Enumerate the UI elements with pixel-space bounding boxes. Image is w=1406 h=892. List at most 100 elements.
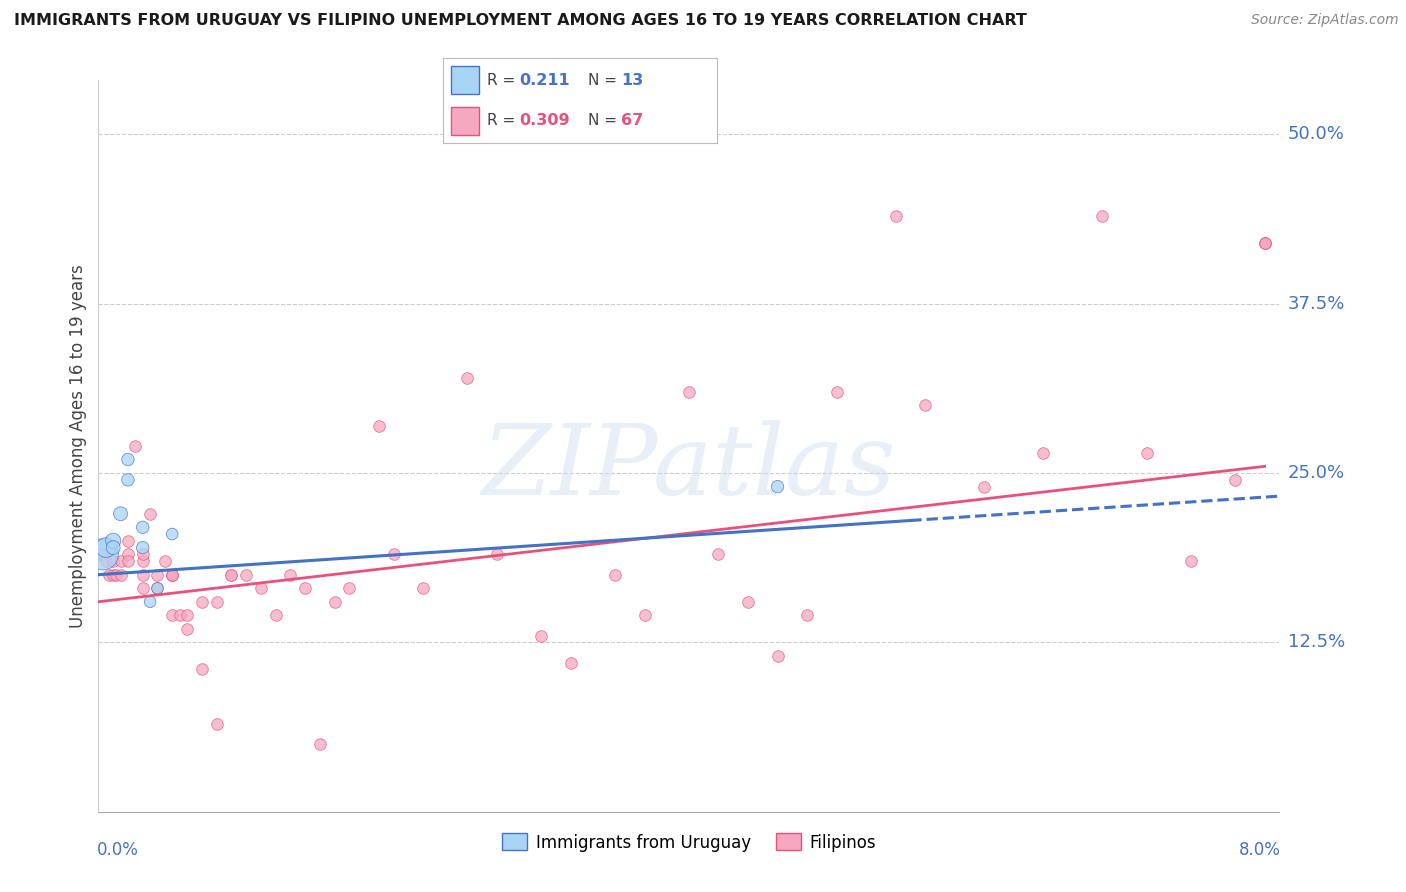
Point <box>796 608 818 623</box>
Text: 0.211: 0.211 <box>520 72 571 87</box>
Point <box>162 567 183 582</box>
Point <box>560 656 582 670</box>
Point <box>91 547 114 561</box>
Point <box>117 533 139 548</box>
Point <box>1180 554 1202 568</box>
Point <box>132 541 155 555</box>
Point <box>162 567 183 582</box>
Point <box>1032 446 1054 460</box>
Text: R =: R = <box>486 72 520 87</box>
Point <box>110 554 132 568</box>
Text: ZIPatlas: ZIPatlas <box>482 420 896 516</box>
Point <box>162 608 183 623</box>
Point <box>766 648 789 663</box>
Text: 0.0%: 0.0% <box>97 841 139 859</box>
Text: 8.0%: 8.0% <box>1239 841 1281 859</box>
Point <box>146 581 169 595</box>
Point <box>264 608 287 623</box>
Point <box>117 554 139 568</box>
Point <box>382 547 405 561</box>
Text: 37.5%: 37.5% <box>1288 294 1346 313</box>
Point <box>914 398 936 412</box>
Point <box>94 554 117 568</box>
Point <box>219 567 242 582</box>
Point <box>250 581 273 595</box>
Point <box>97 567 120 582</box>
Point <box>132 547 155 561</box>
Text: 50.0%: 50.0% <box>1288 126 1344 144</box>
Point <box>884 209 907 223</box>
Text: N =: N = <box>588 72 621 87</box>
Point <box>1254 235 1277 250</box>
Point <box>205 595 228 609</box>
FancyBboxPatch shape <box>451 67 478 95</box>
Point <box>633 608 655 623</box>
Text: R =: R = <box>486 113 520 128</box>
Point <box>139 507 162 521</box>
Point <box>825 384 848 399</box>
Point <box>90 547 112 561</box>
Point <box>103 533 124 548</box>
Point <box>139 595 162 609</box>
Point <box>530 629 553 643</box>
Point <box>456 371 478 385</box>
FancyBboxPatch shape <box>451 107 478 135</box>
Point <box>94 541 117 555</box>
Point <box>176 608 198 623</box>
Point <box>278 567 301 582</box>
Point <box>1135 446 1157 460</box>
Point <box>169 608 191 623</box>
Point <box>367 418 389 433</box>
Point <box>191 663 214 677</box>
Point <box>110 507 132 521</box>
Point <box>132 554 155 568</box>
Point <box>117 473 139 487</box>
Text: 12.5%: 12.5% <box>1288 633 1346 651</box>
Point <box>146 581 169 595</box>
Point <box>1254 235 1277 250</box>
Point <box>132 520 155 534</box>
Point <box>766 480 789 494</box>
Point <box>132 567 155 582</box>
Point <box>162 527 183 541</box>
Point <box>219 567 242 582</box>
Point <box>191 595 214 609</box>
Point <box>124 439 146 453</box>
Point <box>153 554 176 568</box>
Point <box>176 622 198 636</box>
Point <box>205 716 228 731</box>
Point <box>323 595 346 609</box>
Point <box>117 547 139 561</box>
Point <box>146 567 169 582</box>
Point <box>103 541 124 555</box>
Text: Source: ZipAtlas.com: Source: ZipAtlas.com <box>1251 13 1399 28</box>
Point <box>103 554 124 568</box>
Y-axis label: Unemployment Among Ages 16 to 19 years: Unemployment Among Ages 16 to 19 years <box>69 264 87 628</box>
Text: 25.0%: 25.0% <box>1288 464 1346 482</box>
Point <box>337 581 360 595</box>
Text: N =: N = <box>588 113 621 128</box>
Point <box>1254 235 1277 250</box>
Point <box>308 737 332 751</box>
Point <box>605 567 627 582</box>
Text: 0.309: 0.309 <box>520 113 571 128</box>
Point <box>1091 209 1114 223</box>
Point <box>973 480 995 494</box>
Legend: Immigrants from Uruguay, Filipinos: Immigrants from Uruguay, Filipinos <box>495 827 883 858</box>
Point <box>1223 473 1246 487</box>
Point <box>485 547 508 561</box>
Text: 13: 13 <box>621 72 644 87</box>
Point <box>678 384 700 399</box>
Point <box>103 567 124 582</box>
Point <box>110 567 132 582</box>
Point <box>235 567 257 582</box>
Point <box>737 595 759 609</box>
Point <box>294 581 316 595</box>
Point <box>707 547 730 561</box>
Text: IMMIGRANTS FROM URUGUAY VS FILIPINO UNEMPLOYMENT AMONG AGES 16 TO 19 YEARS CORRE: IMMIGRANTS FROM URUGUAY VS FILIPINO UNEM… <box>14 13 1026 29</box>
Point <box>105 567 128 582</box>
Text: 67: 67 <box>621 113 644 128</box>
Point <box>117 452 139 467</box>
Point <box>412 581 434 595</box>
Point <box>162 567 183 582</box>
